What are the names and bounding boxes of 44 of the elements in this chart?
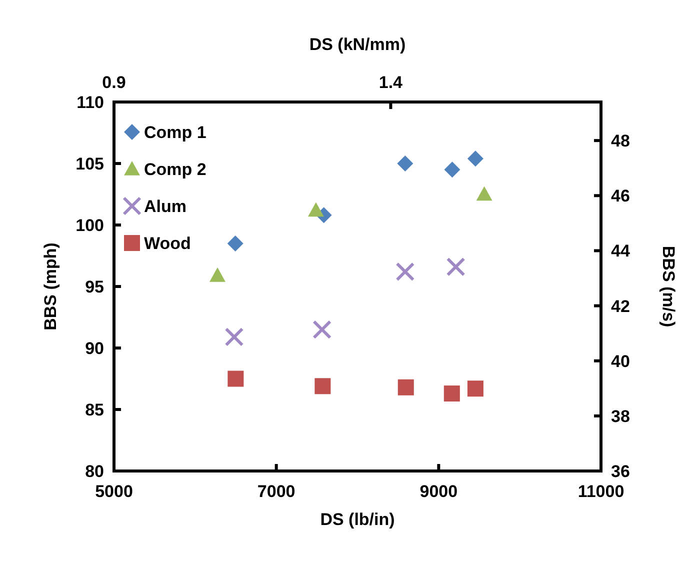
point — [476, 186, 492, 201]
y-tick-label: 85 — [85, 400, 104, 420]
y-tick-label: 100 — [76, 216, 104, 235]
point — [396, 262, 415, 282]
point — [446, 257, 466, 276]
y2-tick-label: 42 — [611, 296, 630, 316]
point — [224, 327, 244, 346]
y-axis-title: BBS (mph) — [41, 242, 60, 330]
y-tick-label: 80 — [85, 462, 104, 481]
x-tick-label: 11000 — [578, 482, 624, 501]
x2-tick-label: 0.9 — [102, 73, 126, 92]
legend-label: Alum — [144, 197, 186, 216]
y2-axis-title: BBS (m/s) — [659, 246, 678, 328]
y-tick-label: 95 — [85, 278, 104, 296]
point — [308, 202, 324, 217]
x-tick-label: 7000 — [257, 482, 296, 501]
point — [314, 378, 331, 394]
y-tick-label: 105 — [76, 154, 104, 174]
point — [467, 380, 484, 397]
y2-tick-label: 38 — [611, 406, 630, 426]
point — [397, 156, 414, 172]
x2-tick-label: 1.4 — [378, 73, 404, 92]
point — [228, 370, 244, 387]
point — [467, 150, 484, 167]
y-tick-label: 110 — [76, 93, 104, 112]
y2-tick-label: 46 — [611, 186, 630, 206]
legend-label: Comp 1 — [144, 123, 206, 142]
y2-tick-label: 36 — [611, 462, 630, 481]
x2-axis-title: DS (kN/mm) — [309, 35, 406, 54]
x-tick-label: 9000 — [420, 482, 458, 501]
x-axis-title: DS (lb/in) — [320, 510, 395, 529]
legend-label: Comp 2 — [144, 160, 206, 179]
point — [227, 235, 244, 252]
point — [444, 162, 460, 178]
y-tick-label: 90 — [85, 339, 104, 358]
point — [444, 386, 460, 402]
legend-label: Wood — [144, 234, 191, 253]
y2-tick-label: 40 — [611, 352, 630, 371]
x-tick-label: 5000 — [95, 482, 133, 501]
point — [398, 379, 414, 396]
y2-tick-label: 48 — [611, 132, 630, 151]
point — [209, 267, 226, 282]
point — [312, 320, 332, 340]
y2-tick-label: 44 — [611, 242, 630, 261]
